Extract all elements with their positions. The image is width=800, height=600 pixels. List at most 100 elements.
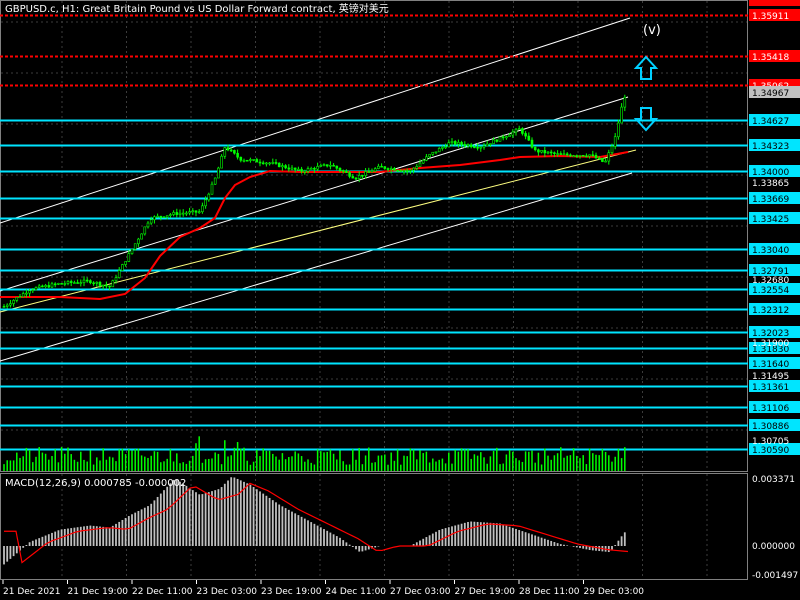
- candle-body: [133, 243, 137, 250]
- candle-body: [239, 156, 243, 161]
- candle-body: [41, 285, 44, 288]
- candle-body: [399, 170, 403, 172]
- moving-average: [0, 151, 629, 301]
- price-tick-label: 1.31495: [752, 372, 789, 382]
- candle-body: [50, 283, 54, 288]
- horizontal-levels[interactable]: [0, 14, 748, 451]
- level-price-label: 1.33669: [752, 195, 789, 205]
- time-axis-label: 27 Dec 19:00: [455, 587, 516, 597]
- candle-body: [169, 214, 172, 216]
- candle-body: [309, 168, 313, 170]
- candle-body: [533, 147, 537, 151]
- candle-body: [425, 156, 428, 161]
- candle-body: [546, 151, 550, 154]
- candle-body: [380, 165, 383, 168]
- candle-body: [277, 162, 281, 168]
- candle-body: [495, 139, 499, 142]
- candle-body: [162, 216, 166, 219]
- candle-body: [556, 153, 559, 155]
- candle-body: [578, 155, 582, 157]
- candle-body: [79, 282, 83, 284]
- candle-body: [389, 168, 393, 170]
- candle-body: [25, 292, 28, 295]
- price-tick-label: 1.32680: [752, 276, 789, 286]
- level-price-label: 1.32023: [752, 329, 789, 339]
- level-price-label: 1.30590: [752, 446, 789, 456]
- candle-body: [460, 142, 463, 145]
- candle-body: [290, 167, 294, 170]
- candle-body: [217, 167, 220, 179]
- candle-body: [565, 153, 569, 156]
- candle-body: [338, 167, 342, 171]
- level-price-tag: [749, 114, 800, 126]
- candle-body: [15, 297, 19, 301]
- candle-body: [537, 149, 540, 153]
- candle-body: [37, 285, 41, 288]
- candle-body: [226, 147, 230, 151]
- candle-body: [306, 168, 310, 172]
- candle-body: [21, 293, 25, 298]
- candle-body: [130, 248, 134, 254]
- candle-body: [521, 128, 524, 134]
- candle-body: [473, 146, 476, 149]
- candle-body: [543, 150, 547, 154]
- level-price-tag: [749, 419, 800, 431]
- candle-body: [610, 146, 614, 154]
- candle-body: [415, 166, 419, 169]
- level-price-tag: [749, 283, 800, 295]
- level-price-tag: [749, 401, 800, 413]
- candle-body: [332, 164, 335, 167]
- level-price-label: 1.31640: [752, 360, 789, 370]
- candle-body: [268, 162, 271, 165]
- candle-body: [274, 162, 278, 164]
- price-tick-label: 1.30705: [752, 437, 789, 447]
- level-price-label: 1.31830: [752, 345, 789, 355]
- candle-body: [351, 176, 355, 179]
- candle-body: [508, 134, 511, 137]
- candle-body: [559, 153, 563, 155]
- level-price-label: 1.32312: [752, 306, 789, 316]
- candle-body: [386, 168, 390, 170]
- candle-body: [73, 282, 76, 284]
- candle-body: [405, 170, 409, 172]
- candle-body: [450, 141, 454, 143]
- candle-body: [607, 152, 611, 162]
- candle-body: [345, 170, 348, 173]
- down-arrow-icon[interactable]: [633, 107, 659, 132]
- candle-body: [265, 162, 268, 165]
- candle-body: [479, 146, 483, 149]
- candle-body: [524, 133, 527, 137]
- candle-body: [204, 199, 207, 207]
- time-axis: 21 Dec 2021 21 Dec 19:00 22 Dec 11:00 23 De…: [2, 580, 645, 597]
- level-price-tag: [749, 380, 800, 392]
- candle-body: [197, 211, 201, 214]
- candle-body: [383, 166, 387, 169]
- level-price-tag: [749, 212, 800, 224]
- time-axis-label: 29 Dec 03:00: [584, 587, 645, 597]
- candle-body: [441, 146, 444, 149]
- candle-body: [111, 280, 115, 288]
- candle-body: [444, 146, 447, 149]
- candle-body: [437, 148, 441, 153]
- candle-body: [191, 210, 195, 213]
- candle-body: [319, 165, 323, 167]
- candle-body: [165, 215, 169, 218]
- candle-body: [252, 159, 255, 161]
- up-arrow-icon[interactable]: [633, 55, 659, 80]
- candle-body: [281, 165, 284, 168]
- candle-body: [114, 277, 118, 282]
- candle-body: [153, 216, 156, 221]
- candle-body: [185, 212, 188, 215]
- candle-body: [421, 160, 425, 164]
- candle-body: [469, 144, 473, 148]
- candle-body: [223, 147, 227, 157]
- candle-body: [146, 222, 150, 228]
- candle-body: [31, 289, 35, 292]
- candle-body: [12, 300, 15, 304]
- candle-body: [53, 283, 57, 286]
- candle-body: [585, 155, 588, 158]
- candle-body: [418, 162, 422, 167]
- candle-body: [447, 142, 451, 148]
- candle-body: [489, 143, 492, 145]
